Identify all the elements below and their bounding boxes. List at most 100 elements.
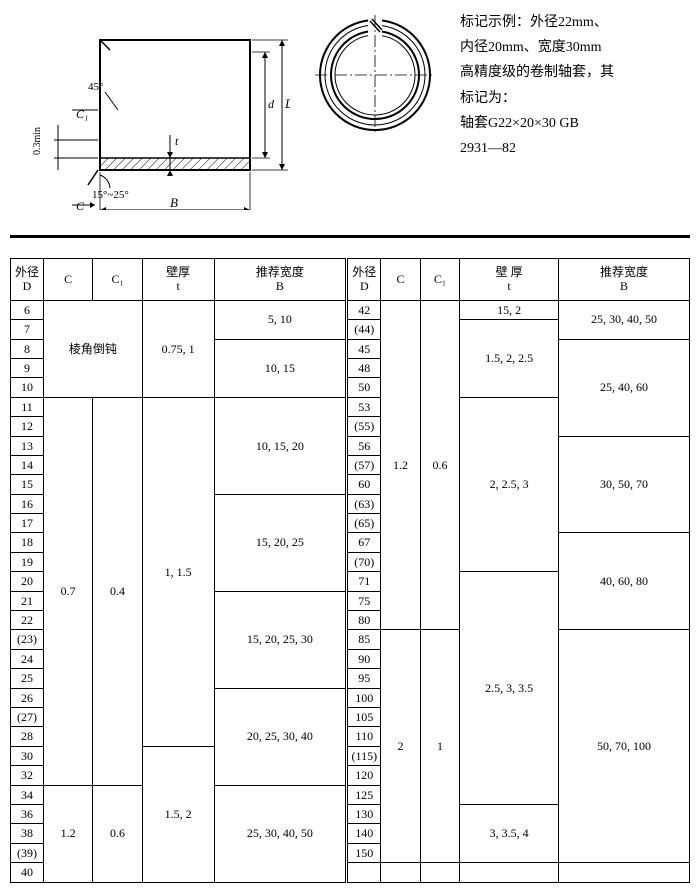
angle-15-25: 15°~25° [92, 189, 129, 201]
note-line: 标记为： [460, 86, 690, 111]
cell-D: 21 [11, 591, 44, 610]
cell-C: 0.7 [44, 397, 93, 785]
cell-D: 13 [11, 436, 44, 455]
cell-t: 0.75, 1 [142, 300, 214, 397]
th-B: 推荐宽度 B [214, 259, 347, 301]
cell-D: 16 [11, 494, 44, 513]
cell-B2: 30, 50, 70 [558, 436, 689, 533]
label-B: B [170, 195, 178, 210]
cell-D: 28 [11, 727, 44, 746]
cell-B: 15, 20, 25, 30 [214, 591, 347, 688]
th-t2: 壁 厚 t [460, 259, 559, 301]
cell-D2: 53 [347, 397, 381, 416]
cell-D: (23) [11, 630, 44, 649]
cell-D: 9 [11, 358, 44, 377]
spec-table: 外径 D C C₁ 壁厚 t 推荐宽度 B 外径 D C C₁ 壁 厚 t 推荐… [10, 258, 690, 883]
cell-D2: 120 [347, 766, 381, 785]
label-t: t [175, 134, 179, 148]
cell-t2: 15, 2 [460, 300, 559, 319]
cell-D: 10 [11, 378, 44, 397]
note-line: 内径20mm、宽度30mm [460, 35, 690, 60]
cell-B2: 25, 40, 60 [558, 339, 689, 436]
cell-D: 26 [11, 688, 44, 707]
cell-D2: 75 [347, 591, 381, 610]
cell-D2: 110 [347, 727, 381, 746]
cell-D: 14 [11, 455, 44, 474]
cell-D: 34 [11, 785, 44, 804]
cell-D2: 80 [347, 611, 381, 630]
cell-t2 [460, 863, 559, 882]
th-D: 外径 D [11, 259, 44, 301]
marking-note: 标记示例：外径22mm、 内径20mm、宽度30mm 高精度级的卷制轴套，其 标… [460, 10, 690, 161]
cell-D2: 60 [347, 475, 381, 494]
cell-D: 40 [11, 863, 44, 882]
cell-D: 32 [11, 766, 44, 785]
th-D2: 外径 D [347, 259, 381, 301]
ring-diagram [310, 10, 440, 145]
th-C12: C₁ [420, 259, 459, 301]
cell-D2: 90 [347, 649, 381, 668]
cell-B: 25, 30, 40, 50 [214, 785, 347, 882]
cell-t: 1, 1.5 [142, 397, 214, 746]
cell-C: 1.2 [44, 785, 93, 882]
cell-C12: 1 [420, 630, 459, 863]
th-B2: 推荐宽度 B [558, 259, 689, 301]
cell-D2: 140 [347, 824, 381, 843]
cell-t2: 3, 3.5, 4 [460, 804, 559, 862]
cell-B: 20, 25, 30, 40 [214, 688, 347, 785]
note-line: 高精度级的卷制轴套，其 [460, 60, 690, 85]
cell-D2: 125 [347, 785, 381, 804]
cell-D2: (63) [347, 494, 381, 513]
cell-B: 10, 15 [214, 339, 347, 397]
cell-D2: (115) [347, 746, 381, 765]
cell-D: (39) [11, 843, 44, 862]
angle-45: 45° [88, 81, 103, 93]
cell-D2: 48 [347, 358, 381, 377]
th-C1: C₁ [93, 259, 142, 301]
cell-C12: 0.6 [420, 300, 459, 630]
cell-B2 [558, 863, 689, 882]
label-d: d [268, 97, 275, 111]
cell-D: (27) [11, 707, 44, 726]
cell-D: 36 [11, 804, 44, 823]
cell-D2: (57) [347, 455, 381, 474]
cell-D: 38 [11, 824, 44, 843]
cell-D: 6 [11, 300, 44, 319]
cell-D: 11 [11, 397, 44, 416]
cell-C12 [420, 863, 459, 882]
th-C: C [44, 259, 93, 301]
cell-CC1: 棱角倒钝 [44, 300, 143, 397]
cell-D: 25 [11, 669, 44, 688]
cell-t2: 2.5, 3, 3.5 [460, 572, 559, 805]
cell-D2: (70) [347, 552, 381, 571]
cell-B: 15, 20, 25 [214, 494, 347, 591]
note-line: 标记示例：外径22mm、 [460, 10, 690, 35]
cell-D: 12 [11, 417, 44, 436]
cell-D2: 95 [347, 669, 381, 688]
cell-t2: 2, 2.5, 3 [460, 397, 559, 572]
cell-D: 7 [11, 320, 44, 339]
label-D: D [284, 96, 290, 111]
cell-D2: (65) [347, 514, 381, 533]
cell-B2: 40, 60, 80 [558, 533, 689, 630]
cell-D2: 85 [347, 630, 381, 649]
cross-section-diagram: 45° C₁ 0.3min 15°~25° C B [10, 10, 290, 215]
cell-D: 22 [11, 611, 44, 630]
cell-B2: 50, 70, 100 [558, 630, 689, 863]
cell-C2: 1.2 [381, 300, 420, 630]
table-header-row: 外径 D C C₁ 壁厚 t 推荐宽度 B 外径 D C C₁ 壁 厚 t 推荐… [11, 259, 690, 301]
cell-C2: 2 [381, 630, 420, 863]
cell-D2: 42 [347, 300, 381, 319]
cell-D: 20 [11, 572, 44, 591]
cell-D2: 71 [347, 572, 381, 591]
note-line: 轴套G22×20×30 GB [460, 111, 690, 136]
cell-D2: (44) [347, 320, 381, 339]
th-C2: C [381, 259, 420, 301]
cell-D2: 50 [347, 378, 381, 397]
cell-D: 8 [11, 339, 44, 358]
table-row: 6棱角倒钝0.75, 15, 10421.20.615, 225, 30, 40… [11, 300, 690, 319]
table-body: 6棱角倒钝0.75, 15, 10421.20.615, 225, 30, 40… [11, 300, 690, 882]
note-line: 2931—82 [460, 136, 690, 161]
cell-D2: (55) [347, 417, 381, 436]
th-t: 壁厚 t [142, 259, 214, 301]
